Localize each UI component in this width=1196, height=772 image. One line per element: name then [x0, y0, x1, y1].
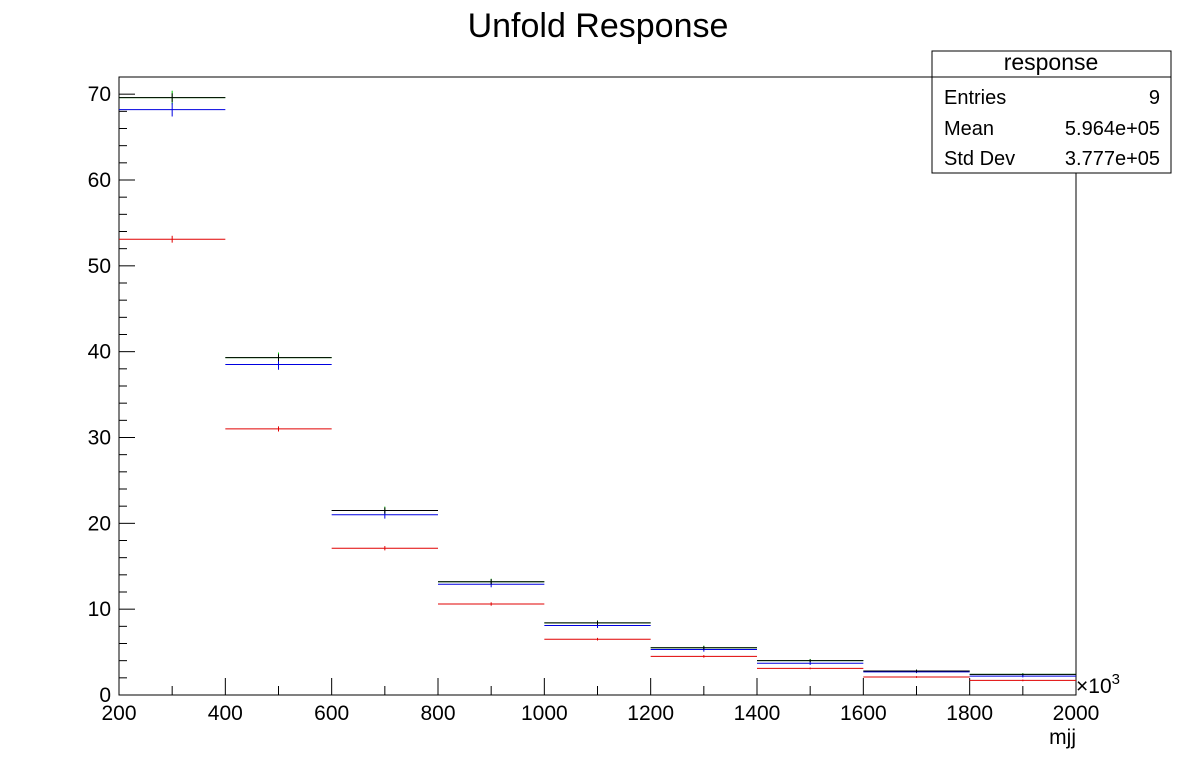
x-tick-label: 1200 — [627, 702, 674, 725]
histogram-series-2 — [119, 93, 1076, 676]
y-tick-label: 30 — [88, 427, 111, 450]
histogram-series-0 — [119, 90, 1076, 676]
x-axis-ticks: 200 400 600 800 1000 1200 1400 1600 1800 2000 — [101, 678, 1099, 725]
x-multiplier-base: ×10 — [1076, 675, 1112, 698]
y-tick-label: 0 — [99, 684, 111, 707]
stats-entries-label: Entries — [944, 87, 1006, 109]
histogram-series — [119, 90, 1076, 682]
x-tick-label: 1000 — [521, 702, 568, 725]
stats-box-title: response — [1004, 49, 1099, 75]
y-tick-label: 50 — [88, 255, 111, 278]
y-tick-label: 10 — [88, 598, 111, 621]
x-tick-label: 1600 — [840, 702, 887, 725]
histogram-series-1 — [119, 102, 1076, 678]
x-tick-label: 400 — [208, 702, 243, 725]
stats-mean-label: Mean — [944, 118, 994, 140]
x-tick-label: 1400 — [734, 702, 781, 725]
y-tick-label: 60 — [88, 169, 111, 192]
x-axis-multiplier: ×103 — [1076, 671, 1120, 698]
x-tick-label: 200 — [101, 702, 136, 725]
stats-stddev-value: 3.777e+05 — [1065, 148, 1160, 170]
x-tick-label: 600 — [314, 702, 349, 725]
histogram-series-3 — [119, 235, 1076, 682]
y-tick-label: 70 — [88, 83, 111, 106]
x-tick-label: 1800 — [946, 702, 993, 725]
chart-title: Unfold Response — [468, 7, 729, 45]
stats-entries-value: 9 — [1149, 87, 1160, 109]
x-tick-label: 2000 — [1053, 702, 1100, 725]
y-tick-label: 20 — [88, 512, 111, 535]
stats-stddev-label: Std Dev — [944, 148, 1015, 170]
x-tick-label: 800 — [420, 702, 455, 725]
y-tick-label: 40 — [88, 341, 111, 364]
stats-box-frame — [931, 50, 1172, 174]
x-multiplier-exponent: 3 — [1112, 671, 1120, 688]
stats-mean-value: 5.964e+05 — [1065, 118, 1160, 140]
stats-box: response Entries 9 Mean 5.964e+05 Std De… — [931, 49, 1172, 174]
x-axis-label: mjj — [1049, 726, 1076, 749]
y-axis-ticks: 0 10 20 30 40 50 60 70 — [88, 76, 135, 707]
